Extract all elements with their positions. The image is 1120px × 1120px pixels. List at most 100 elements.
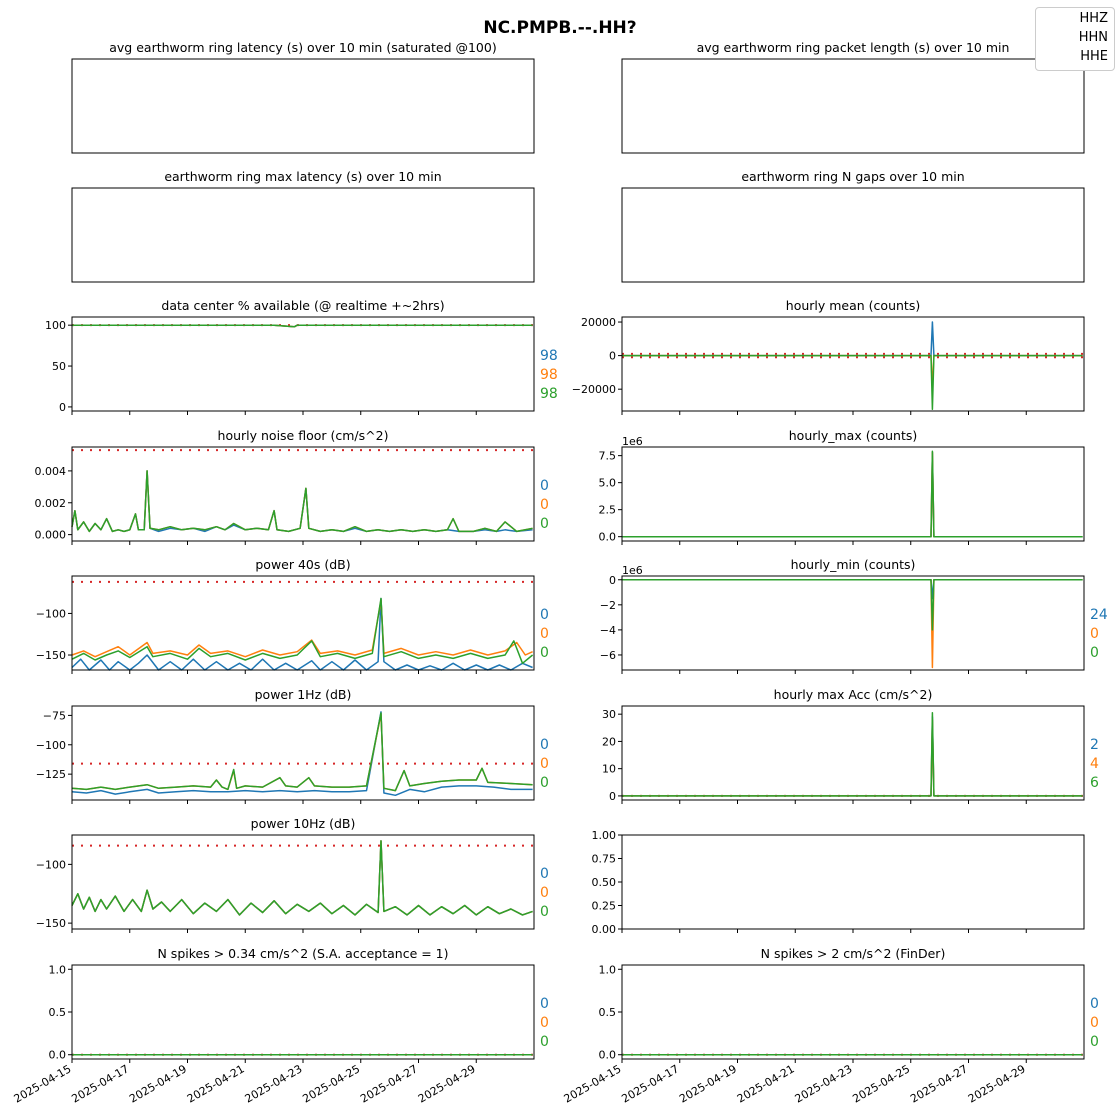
n-spikes-2-count-hhn: 0	[1090, 1015, 1099, 1031]
n-spikes-034-xtick-label: 2025-04-19	[127, 1062, 189, 1105]
power-40s-title: power 40s (dB)	[255, 557, 350, 572]
empty-panel-ytick-label: 0.00	[592, 923, 617, 936]
legend-item-hhz: HHZ	[1079, 11, 1108, 26]
power-40s-ytick-label: −150	[36, 649, 66, 662]
hourly-max-acc-ytick-label: 20	[602, 735, 616, 748]
figure-title: NC.PMPB.--.HH?	[483, 18, 637, 38]
hourly-max-ytick-label: 2.5	[599, 504, 617, 517]
power-40s-count-hhe: 0	[540, 645, 549, 661]
power-10hz-count-hhn: 0	[540, 885, 549, 901]
hourly-mean-title: hourly mean (counts)	[786, 298, 920, 313]
hourly-min-offset-label: 1e6	[622, 564, 643, 577]
n-spikes-2-xtick-label: 2025-04-27	[908, 1062, 970, 1105]
power-10hz-count-hhz: 0	[540, 866, 549, 882]
pct-available-ytick-label: 50	[52, 360, 66, 373]
max-latency-title: earthworm ring max latency (s) over 10 m…	[164, 169, 441, 184]
power-1hz-ytick-label: −75	[43, 709, 66, 722]
n-spikes-2-title: N spikes > 2 cm/s^2 (FinDer)	[761, 946, 946, 961]
n-spikes-034-count-hhn: 0	[540, 1015, 549, 1031]
hourly-min-count-hhn: 0	[1090, 626, 1099, 642]
hourly-min-ytick-label: −4	[600, 624, 616, 637]
power-10hz-series-hhe	[71, 840, 533, 916]
hourly-min-count-hhz: 24	[1090, 607, 1108, 623]
n-spikes-2-xtick-label: 2025-04-23	[793, 1062, 855, 1105]
empty-panel-ytick-label: 1.00	[592, 829, 617, 842]
hourly-mean-series-hhe	[622, 354, 1083, 411]
power-40s-frame	[71, 575, 535, 671]
n-spikes-034-ytick-label: 0.0	[49, 1049, 67, 1062]
n-spikes-2-xtick-label: 2025-04-17	[619, 1062, 681, 1105]
n-spikes-2-ytick-label: 1.0	[599, 963, 617, 976]
hourly-min-title: hourly_min (counts)	[791, 557, 916, 572]
avg-latency-title: avg earthworm ring latency (s) over 10 m…	[109, 40, 496, 55]
power-10hz-ytick-label: −100	[36, 858, 66, 871]
n-gaps-frame	[621, 187, 1085, 283]
hourly-mean-frame	[621, 316, 1085, 412]
n-spikes-2-frame	[621, 964, 1085, 1060]
avg-packet-length-title: avg earthworm ring packet length (s) ove…	[697, 40, 1010, 55]
noise-floor-ytick-label: 0.002	[35, 497, 67, 510]
power-1hz-ytick-label: −125	[36, 768, 66, 781]
hourly-min-series-hhz	[622, 579, 1083, 600]
hourly-min-frame	[621, 575, 1085, 671]
pct-available-count-hhz: 98	[540, 348, 558, 364]
n-spikes-2-xtick-label: 2025-04-25	[850, 1062, 912, 1105]
noise-floor-frame	[71, 446, 535, 542]
hourly-max-acc-title: hourly max Acc (cm/s^2)	[774, 687, 933, 702]
hourly-max-acc-count-hhe: 6	[1090, 775, 1099, 791]
power-10hz-frame	[71, 834, 535, 930]
power-1hz-ytick-label: −100	[36, 739, 66, 752]
legend-item-hhn: HHN	[1078, 30, 1108, 45]
noise-floor-series-hhe	[71, 470, 533, 533]
hourly-max-ytick-label: 5.0	[599, 477, 617, 490]
avg-packet-length-frame	[621, 58, 1085, 154]
n-spikes-2-count-hhe: 0	[1090, 1034, 1099, 1050]
n-spikes-2-ytick-label: 0.0	[599, 1049, 617, 1062]
avg-latency-frame	[71, 58, 535, 154]
power-1hz-count-hhn: 0	[540, 756, 549, 772]
hourly-min-count-hhe: 0	[1090, 645, 1099, 661]
pct-available-ytick-label: 0	[59, 401, 66, 414]
n-spikes-2-xtick-label: 2025-04-29	[966, 1062, 1028, 1105]
power-40s-ytick-label: −100	[36, 607, 66, 620]
hourly-mean-series-hhz	[622, 321, 1083, 357]
max-latency-frame	[71, 187, 535, 283]
power-10hz-series-hhn	[71, 840, 533, 916]
empty-panel-ytick-label: 0.25	[592, 900, 617, 913]
n-spikes-034-xtick-label: 2025-04-29	[416, 1062, 478, 1105]
power-40s-series-hhe	[71, 597, 534, 665]
hourly-mean-series-hhn	[622, 354, 1083, 390]
hourly-mean-ytick-label: 0	[609, 350, 616, 363]
pct-available-count-hhe: 98	[540, 386, 558, 402]
pct-available-ytick-label: 100	[45, 319, 66, 332]
power-10hz-ytick-label: −150	[36, 917, 66, 930]
hourly-max-offset-label: 1e6	[622, 435, 643, 448]
pct-available-title: data center % available (@ realtime +~2h…	[161, 298, 444, 313]
hourly-mean-ytick-label: 20000	[581, 316, 616, 329]
empty-panel-ytick-label: 0.50	[592, 876, 617, 889]
hourly-max-ytick-label: 7.5	[599, 450, 617, 463]
n-spikes-034-title: N spikes > 0.34 cm/s^2 (S.A. acceptance …	[157, 946, 448, 961]
power-1hz-count-hhe: 0	[540, 775, 549, 791]
n-spikes-2-ytick-label: 0.5	[599, 1006, 617, 1019]
n-spikes-034-frame	[71, 964, 535, 1060]
noise-floor-count-hhn: 0	[540, 497, 549, 513]
hourly-min-series-hhe	[622, 579, 1083, 631]
pct-available-frame	[71, 316, 535, 412]
hourly-max-acc-count-hhz: 2	[1090, 737, 1099, 753]
hourly-min-ytick-label: −6	[600, 649, 616, 662]
noise-floor-title: hourly noise floor (cm/s^2)	[218, 428, 389, 443]
power-40s-count-hhn: 0	[540, 626, 549, 642]
power-40s-series-hhn	[71, 599, 533, 658]
n-gaps-title: earthworm ring N gaps over 10 min	[741, 169, 964, 184]
power-1hz-count-hhz: 0	[540, 737, 549, 753]
n-spikes-034-ytick-label: 1.0	[49, 963, 67, 976]
hourly-max-acc-series-hhe	[622, 712, 1083, 797]
power-40s-series-hhz	[71, 597, 533, 671]
n-spikes-034-xtick-label: 2025-04-25	[300, 1062, 362, 1105]
hourly-max-frame	[621, 446, 1085, 542]
n-spikes-034-count-hhz: 0	[540, 996, 549, 1012]
legend-item-hhe: HHE	[1080, 49, 1108, 64]
hourly-max-acc-frame	[621, 705, 1085, 801]
